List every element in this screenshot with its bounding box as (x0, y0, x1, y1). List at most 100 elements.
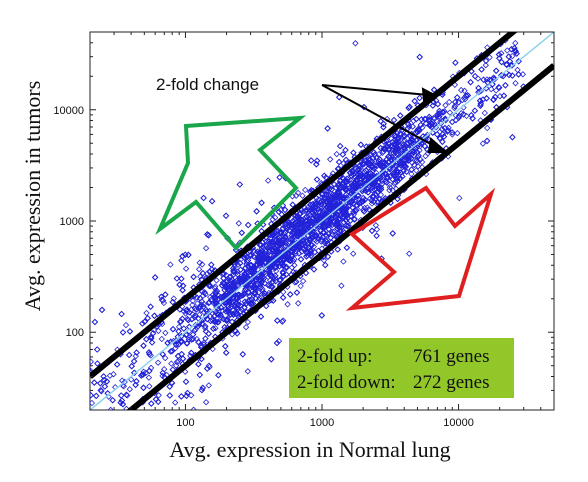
data-point (331, 227, 338, 235)
data-point (256, 294, 263, 302)
data-point (502, 82, 509, 89)
data-point (467, 79, 474, 86)
data-point (189, 297, 196, 305)
data-point (452, 98, 459, 106)
data-point (193, 306, 200, 313)
data-point (199, 261, 206, 268)
data-point (208, 198, 216, 205)
data-point (416, 94, 423, 102)
data-point (235, 297, 242, 305)
data-point (347, 190, 355, 197)
data-point (194, 323, 202, 330)
data-point (351, 216, 358, 223)
data-point (196, 259, 203, 266)
data-point (200, 339, 208, 346)
data-point (143, 336, 150, 343)
data-point (247, 251, 254, 258)
data-point (177, 318, 184, 325)
data-point (90, 358, 94, 365)
data-point (413, 137, 420, 144)
data-point (200, 308, 208, 316)
data-point (202, 291, 209, 298)
data-point (307, 246, 314, 254)
data-point (388, 135, 395, 142)
data-point (110, 371, 117, 378)
data-point (239, 351, 246, 358)
data-point (299, 208, 306, 216)
data-point (446, 98, 453, 106)
data-point (288, 264, 296, 271)
data-point (272, 275, 279, 282)
data-point (158, 296, 166, 303)
data-point (259, 285, 266, 293)
data-point (313, 238, 321, 245)
data-point (194, 300, 201, 307)
data-point (492, 87, 500, 94)
data-point (172, 399, 179, 406)
data-point (237, 260, 244, 267)
data-point (395, 135, 402, 142)
data-point (146, 383, 153, 390)
data-point (170, 295, 177, 302)
data-point (237, 276, 244, 283)
data-point (244, 318, 252, 326)
data-point (155, 392, 162, 399)
data-point (244, 368, 251, 375)
data-point (178, 257, 185, 264)
data-point (299, 192, 306, 199)
data-point (205, 299, 212, 307)
data-point (452, 59, 459, 66)
data-point (515, 58, 522, 65)
data-point (438, 125, 446, 133)
data-point (451, 103, 459, 110)
data-point (235, 220, 242, 227)
data-point (283, 263, 290, 270)
data-point (350, 250, 357, 257)
data-point (408, 155, 415, 162)
data-point (458, 86, 465, 94)
data-point (176, 306, 184, 313)
data-point (483, 85, 490, 92)
data-point (342, 146, 349, 154)
data-point (215, 372, 222, 379)
data-point (479, 140, 487, 147)
data-point (323, 203, 330, 211)
data-point (189, 301, 196, 309)
data-point (269, 216, 276, 223)
data-point (338, 282, 345, 289)
data-point (190, 406, 197, 410)
data-point (195, 266, 203, 273)
data-point (327, 156, 334, 163)
data-point (295, 300, 302, 307)
data-point (109, 397, 116, 404)
data-point (409, 123, 416, 130)
data-point (212, 283, 219, 290)
data-point (126, 351, 133, 359)
data-point (90, 392, 94, 399)
data-point (331, 181, 338, 188)
data-point (203, 312, 210, 320)
data-point (413, 127, 420, 135)
data-point (365, 153, 372, 160)
data-point (310, 243, 318, 250)
data-point (454, 94, 461, 101)
data-point (383, 115, 391, 123)
data-point (422, 152, 429, 160)
data-point (196, 371, 203, 379)
data-point (193, 294, 200, 301)
data-point (372, 222, 380, 229)
data-point (279, 268, 286, 276)
data-point (200, 194, 207, 202)
data-point (379, 149, 386, 156)
data-point (352, 40, 359, 47)
data-point (311, 207, 318, 215)
data-point (484, 124, 491, 132)
data-point (123, 391, 130, 398)
data-point (100, 373, 107, 380)
data-point (162, 329, 169, 337)
data-point (182, 265, 190, 272)
data-point (180, 325, 187, 332)
data-point (315, 247, 322, 254)
data-point (184, 389, 191, 397)
data-point (418, 158, 426, 166)
